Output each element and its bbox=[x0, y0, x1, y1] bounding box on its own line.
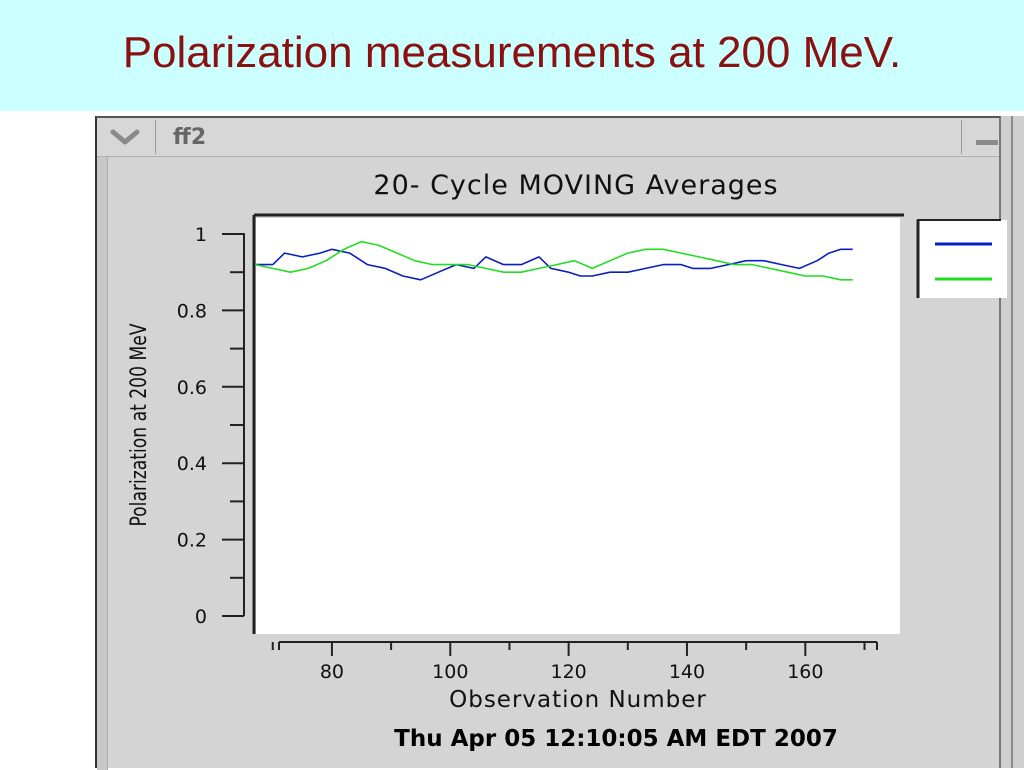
chart-title: 20- Cycle MOVING Averages bbox=[373, 170, 778, 201]
x-axis-label: Observation Number bbox=[449, 687, 707, 713]
x-tick-label: 80 bbox=[320, 661, 344, 683]
legend bbox=[916, 219, 1007, 298]
window-titlebar[interactable]: ff2 bbox=[97, 118, 999, 157]
slide-header: Polarization measurements at 200 MeV. bbox=[0, 0, 1024, 111]
slide-title: Polarization measurements at 200 MeV. bbox=[122, 28, 902, 77]
plot-area-frame bbox=[252, 213, 904, 634]
series-layer bbox=[254, 240, 853, 281]
y-axis: 0 0.2 0.4 0.6 0.8 1 bbox=[177, 224, 245, 628]
frame-divider bbox=[1011, 116, 1013, 768]
series-line-green bbox=[254, 240, 853, 281]
x-tick-label: 100 bbox=[432, 661, 468, 683]
window-left-edge bbox=[97, 157, 108, 770]
y-tick-label: 0 bbox=[195, 606, 207, 628]
x-tick-label: 160 bbox=[787, 661, 823, 683]
minimize-button[interactable] bbox=[961, 120, 1000, 154]
x-tick-label: 120 bbox=[550, 661, 586, 683]
y-tick-label: 0.2 bbox=[177, 530, 207, 552]
window-menu-button[interactable] bbox=[99, 120, 156, 154]
timestamp: Thu Apr 05 12:10:05 AM EDT 2007 bbox=[394, 726, 838, 752]
y-axis-label: Polarization at 200 MeV bbox=[126, 323, 152, 527]
series-line-blue bbox=[255, 248, 853, 281]
y-tick-label: 1 bbox=[195, 224, 207, 246]
window-title: ff2 bbox=[173, 125, 207, 150]
legend-box bbox=[917, 220, 1007, 298]
y-tick-label: 0.6 bbox=[177, 377, 207, 399]
chevron-down-icon bbox=[110, 129, 140, 145]
y-tick-label: 0.8 bbox=[177, 300, 207, 322]
y-tick-label: 0.4 bbox=[177, 453, 207, 475]
x-tick-label: 140 bbox=[669, 661, 705, 683]
plot-background bbox=[256, 218, 900, 634]
x-axis: 80 100 120 140 160 bbox=[271, 641, 878, 683]
minimize-icon bbox=[976, 140, 998, 145]
